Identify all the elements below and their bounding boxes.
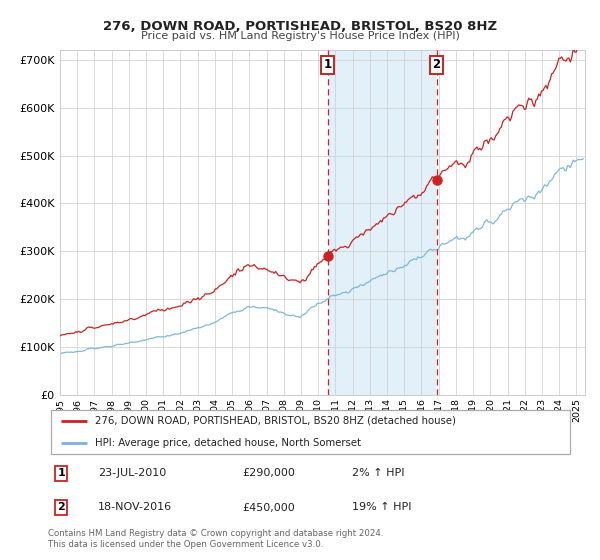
Text: 276, DOWN ROAD, PORTISHEAD, BRISTOL, BS20 8HZ: 276, DOWN ROAD, PORTISHEAD, BRISTOL, BS2… [103,20,497,32]
Text: 2: 2 [57,502,65,512]
Text: Price paid vs. HM Land Registry's House Price Index (HPI): Price paid vs. HM Land Registry's House … [140,31,460,41]
Text: 23-JUL-2010: 23-JUL-2010 [98,468,166,478]
Text: 1: 1 [57,468,65,478]
Text: 2% ↑ HPI: 2% ↑ HPI [353,468,405,478]
FancyBboxPatch shape [50,410,571,454]
Text: 2: 2 [433,58,440,71]
Text: £450,000: £450,000 [242,502,295,512]
Text: 1: 1 [323,58,332,71]
Text: HPI: Average price, detached house, North Somerset: HPI: Average price, detached house, Nort… [95,438,361,448]
Text: 19% ↑ HPI: 19% ↑ HPI [353,502,412,512]
Text: 18-NOV-2016: 18-NOV-2016 [98,502,172,512]
Text: Contains HM Land Registry data © Crown copyright and database right 2024.
This d: Contains HM Land Registry data © Crown c… [48,529,383,549]
Text: 276, DOWN ROAD, PORTISHEAD, BRISTOL, BS20 8HZ (detached house): 276, DOWN ROAD, PORTISHEAD, BRISTOL, BS2… [95,416,456,426]
Text: £290,000: £290,000 [242,468,295,478]
